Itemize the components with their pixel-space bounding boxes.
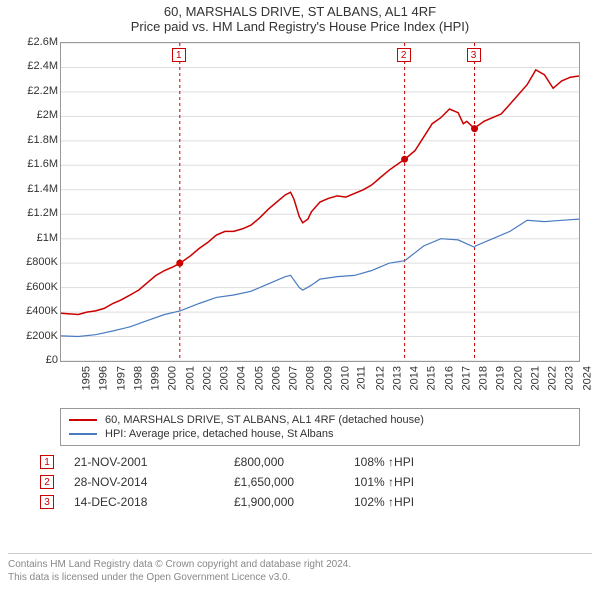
footer-line1: Contains HM Land Registry data © Crown c… bbox=[8, 559, 351, 570]
x-tick-label: 2014 bbox=[409, 366, 421, 390]
x-tick-label: 2016 bbox=[443, 366, 455, 390]
transactions-table: 1 21-NOV-2001 £800,000 108% HPI 2 28-NOV… bbox=[40, 452, 580, 512]
transaction-price: £800,000 bbox=[234, 455, 354, 469]
transaction-price: £1,900,000 bbox=[234, 495, 354, 509]
transaction-marker-icon: 1 bbox=[40, 455, 54, 469]
legend: 60, MARSHALS DRIVE, ST ALBANS, AL1 4RF (… bbox=[60, 408, 580, 446]
chart-marker-icon: 2 bbox=[397, 48, 411, 62]
x-tick-label: 2013 bbox=[391, 366, 403, 390]
x-tick-label: 2003 bbox=[219, 366, 231, 390]
footer-line2: This data is licensed under the Open Gov… bbox=[8, 572, 290, 583]
x-tick-label: 2011 bbox=[356, 366, 368, 390]
legend-item-property: 60, MARSHALS DRIVE, ST ALBANS, AL1 4RF (… bbox=[69, 413, 571, 427]
y-tick-label: £1.4M bbox=[27, 183, 58, 195]
x-tick-label: 2002 bbox=[201, 366, 213, 390]
page-title: 60, MARSHALS DRIVE, ST ALBANS, AL1 4RF bbox=[0, 0, 600, 19]
x-tick-label: 2021 bbox=[529, 366, 541, 390]
transaction-marker-icon: 3 bbox=[40, 495, 54, 509]
y-tick-label: £400K bbox=[26, 305, 58, 317]
x-tick-label: 2006 bbox=[270, 366, 282, 390]
x-tick-label: 2022 bbox=[547, 366, 559, 390]
x-tick-label: 2010 bbox=[339, 366, 351, 390]
x-tick-label: 2018 bbox=[478, 366, 490, 390]
y-tick-label: £1.6M bbox=[27, 158, 58, 170]
y-tick-label: £2.4M bbox=[27, 60, 58, 72]
chart-marker-icon: 3 bbox=[467, 48, 481, 62]
transaction-date: 14-DEC-2018 bbox=[74, 495, 234, 509]
transaction-row: 3 14-DEC-2018 £1,900,000 102% HPI bbox=[40, 492, 580, 512]
transaction-row: 2 28-NOV-2014 £1,650,000 101% HPI bbox=[40, 472, 580, 492]
chart-page: 60, MARSHALS DRIVE, ST ALBANS, AL1 4RF P… bbox=[0, 0, 600, 590]
y-tick-label: £1.2M bbox=[27, 207, 58, 219]
transaction-row: 1 21-NOV-2001 £800,000 108% HPI bbox=[40, 452, 580, 472]
y-tick-label: £1M bbox=[37, 232, 58, 244]
x-tick-label: 2007 bbox=[288, 366, 300, 390]
legend-label-hpi: HPI: Average price, detached house, St A… bbox=[105, 428, 334, 440]
plot-svg bbox=[61, 43, 579, 361]
x-tick-label: 2023 bbox=[564, 366, 576, 390]
y-tick-label: £2.6M bbox=[27, 36, 58, 48]
x-tick-label: 1995 bbox=[80, 366, 92, 390]
y-tick-label: £800K bbox=[26, 256, 58, 268]
x-tick-label: 2008 bbox=[305, 366, 317, 390]
legend-swatch-hpi bbox=[69, 433, 97, 435]
x-tick-label: 1999 bbox=[150, 366, 162, 390]
x-tick-label: 1998 bbox=[132, 366, 144, 390]
y-tick-label: £0 bbox=[46, 354, 58, 366]
chart-area: £0 £200K £400K £600K £800K £1M £1.2M £1.4M £1.6M… bbox=[8, 42, 592, 402]
x-tick-label: 2020 bbox=[512, 366, 524, 390]
x-tick-label: 2001 bbox=[184, 366, 196, 390]
x-tick-label: 1997 bbox=[115, 366, 127, 390]
y-tick-label: £600K bbox=[26, 281, 58, 293]
x-tick-label: 2012 bbox=[374, 366, 386, 390]
legend-item-hpi: HPI: Average price, detached house, St A… bbox=[69, 427, 571, 441]
x-tick-label: 2024 bbox=[581, 366, 593, 390]
x-tick-label: 2019 bbox=[495, 366, 507, 390]
y-tick-label: £2M bbox=[37, 109, 58, 121]
x-tick-label: 2015 bbox=[426, 366, 438, 390]
transaction-date: 21-NOV-2001 bbox=[74, 455, 234, 469]
x-tick-label: 1996 bbox=[98, 366, 110, 390]
transaction-price: £1,650,000 bbox=[234, 475, 354, 489]
transaction-marker-icon: 2 bbox=[40, 475, 54, 489]
legend-swatch-property bbox=[69, 419, 97, 421]
plot-area bbox=[60, 42, 580, 362]
x-tick-label: 2004 bbox=[236, 366, 248, 390]
chart-marker-icon: 1 bbox=[172, 48, 186, 62]
page-subtitle: Price paid vs. HM Land Registry's House … bbox=[0, 19, 600, 40]
x-tick-label: 2017 bbox=[460, 366, 472, 390]
x-tick-label: 2009 bbox=[322, 366, 334, 390]
x-tick-label: 2005 bbox=[253, 366, 265, 390]
footer-attribution: Contains HM Land Registry data © Crown c… bbox=[8, 553, 592, 584]
transaction-date: 28-NOV-2014 bbox=[74, 475, 234, 489]
y-tick-label: £200K bbox=[26, 330, 58, 342]
y-tick-label: £2.2M bbox=[27, 85, 58, 97]
transaction-relative: 102% HPI bbox=[354, 495, 474, 509]
x-tick-label: 2000 bbox=[167, 366, 179, 390]
y-tick-label: £1.8M bbox=[27, 134, 58, 146]
transaction-relative: 101% HPI bbox=[354, 475, 474, 489]
transaction-relative: 108% HPI bbox=[354, 455, 474, 469]
legend-label-property: 60, MARSHALS DRIVE, ST ALBANS, AL1 4RF (… bbox=[105, 414, 424, 426]
